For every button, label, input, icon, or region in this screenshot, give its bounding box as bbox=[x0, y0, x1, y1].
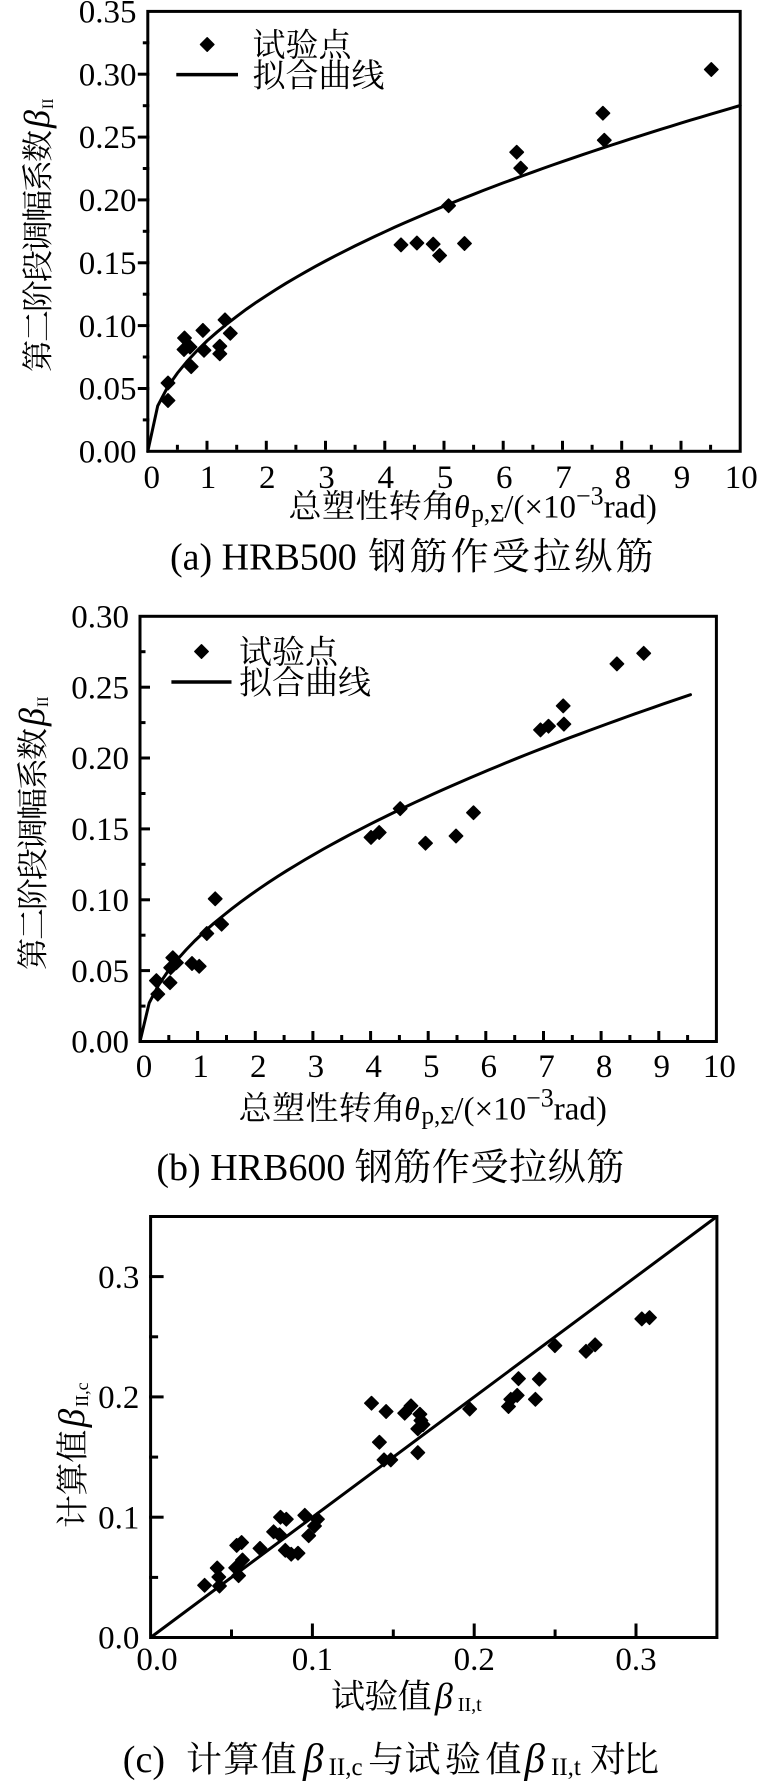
svg-text:0.25: 0.25 bbox=[79, 120, 137, 156]
svg-text:/(×10: /(×10 bbox=[504, 490, 576, 526]
svg-text:0.25: 0.25 bbox=[71, 670, 129, 706]
svg-text:0.20: 0.20 bbox=[79, 183, 137, 219]
svg-text:0.2: 0.2 bbox=[454, 1642, 495, 1678]
svg-text:7: 7 bbox=[538, 1049, 555, 1085]
svg-text:0.15: 0.15 bbox=[71, 812, 129, 848]
svg-text:θ: θ bbox=[454, 489, 470, 525]
svg-text:0.0: 0.0 bbox=[136, 1642, 177, 1678]
svg-text:8: 8 bbox=[614, 460, 631, 496]
svg-text:9: 9 bbox=[654, 1049, 671, 1085]
svg-text:6: 6 bbox=[481, 1049, 498, 1085]
svg-text:0.1: 0.1 bbox=[292, 1642, 333, 1678]
svg-text:/(×10: /(×10 bbox=[454, 1092, 526, 1128]
svg-text:7: 7 bbox=[555, 460, 572, 496]
svg-text:0.00: 0.00 bbox=[79, 435, 137, 471]
svg-text:β: β bbox=[12, 708, 52, 727]
svg-text:0.3: 0.3 bbox=[615, 1642, 656, 1678]
svg-text:p,Σ: p,Σ bbox=[422, 1103, 455, 1130]
svg-text:10: 10 bbox=[725, 460, 758, 496]
svg-text:6: 6 bbox=[496, 460, 513, 496]
svg-text:0.05: 0.05 bbox=[71, 954, 129, 990]
svg-text:II: II bbox=[40, 98, 57, 109]
svg-text:−3: −3 bbox=[526, 1084, 554, 1113]
svg-text:II,t: II,t bbox=[551, 1754, 581, 1781]
svg-text:β: β bbox=[524, 1735, 546, 1781]
svg-text:0.0: 0.0 bbox=[98, 1621, 139, 1657]
svg-text:5: 5 bbox=[423, 1049, 440, 1085]
svg-text:0.10: 0.10 bbox=[71, 883, 129, 919]
svg-text:(a) HRB500: (a) HRB500 bbox=[170, 537, 357, 579]
svg-text:(b) HRB600: (b) HRB600 bbox=[156, 1147, 345, 1189]
svg-text:1: 1 bbox=[192, 1049, 209, 1085]
svg-text:0.05: 0.05 bbox=[79, 372, 137, 408]
svg-text:1: 1 bbox=[200, 460, 217, 496]
svg-text:8: 8 bbox=[596, 1049, 613, 1085]
svg-text:9: 9 bbox=[674, 460, 691, 496]
svg-text:rad): rad) bbox=[604, 490, 657, 526]
svg-text:II: II bbox=[35, 696, 52, 707]
svg-text:β: β bbox=[302, 1735, 324, 1781]
svg-text:5: 5 bbox=[437, 460, 454, 496]
svg-text:3: 3 bbox=[318, 460, 335, 496]
svg-text:0.3: 0.3 bbox=[98, 1260, 139, 1296]
svg-text:0.30: 0.30 bbox=[79, 57, 137, 93]
svg-text:3: 3 bbox=[308, 1049, 325, 1085]
svg-text:0.10: 0.10 bbox=[79, 309, 137, 345]
svg-text:0.15: 0.15 bbox=[79, 246, 137, 282]
svg-text:rad): rad) bbox=[554, 1092, 607, 1128]
svg-text:2: 2 bbox=[250, 1049, 267, 1085]
svg-text:0: 0 bbox=[136, 1049, 153, 1085]
svg-text:4: 4 bbox=[365, 1049, 382, 1085]
svg-text:β: β bbox=[17, 110, 57, 129]
svg-text:0.00: 0.00 bbox=[71, 1025, 129, 1061]
svg-text:0.1: 0.1 bbox=[98, 1500, 139, 1536]
svg-text:(c): (c) bbox=[123, 1739, 165, 1781]
svg-text:p,Σ: p,Σ bbox=[471, 501, 504, 528]
svg-text:0.35: 0.35 bbox=[79, 0, 137, 31]
svg-text:0: 0 bbox=[144, 460, 161, 496]
svg-text:II,c: II,c bbox=[329, 1754, 363, 1781]
svg-text:4: 4 bbox=[378, 460, 395, 496]
svg-text:θ: θ bbox=[404, 1091, 420, 1127]
svg-text:II,t: II,t bbox=[458, 1694, 482, 1716]
svg-text:0.30: 0.30 bbox=[71, 600, 129, 636]
svg-text:β: β bbox=[434, 1676, 453, 1716]
svg-text:β: β bbox=[52, 1408, 93, 1428]
svg-text:2: 2 bbox=[259, 460, 276, 496]
svg-text:0.2: 0.2 bbox=[98, 1380, 139, 1416]
svg-text:−3: −3 bbox=[576, 482, 604, 511]
svg-text:0.20: 0.20 bbox=[71, 741, 129, 777]
svg-text:II,c: II,c bbox=[72, 1382, 92, 1406]
svg-text:10: 10 bbox=[703, 1049, 736, 1085]
